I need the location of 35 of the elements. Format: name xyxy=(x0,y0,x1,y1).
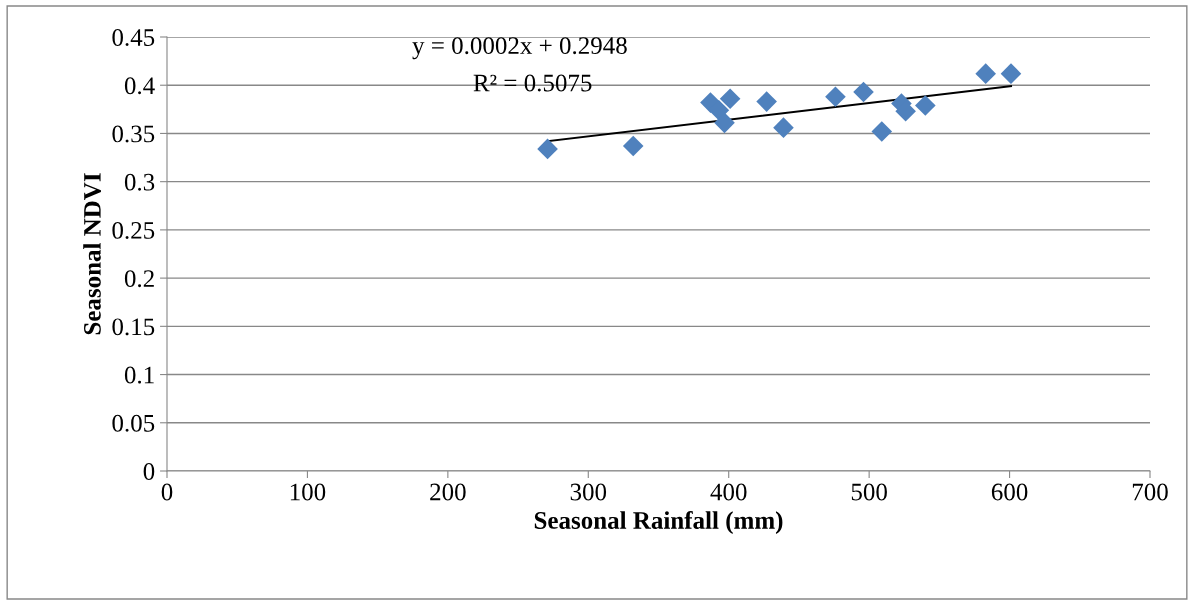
point xyxy=(719,88,741,110)
y-tick-label: 0.35 xyxy=(112,125,155,143)
x-tick-label: 700 xyxy=(1132,483,1168,501)
point xyxy=(714,112,735,134)
x-tick-label: 600 xyxy=(991,483,1028,501)
point xyxy=(975,63,996,84)
point xyxy=(756,91,777,112)
y-tick-label: 0.2 xyxy=(124,270,154,288)
x-tick-label: 300 xyxy=(570,483,607,501)
point xyxy=(1000,63,1022,84)
y-tick-label: 0.15 xyxy=(112,318,155,336)
point xyxy=(915,95,936,116)
y-tick-label: 0.45 xyxy=(112,29,155,47)
y-tick-label: 0.05 xyxy=(112,414,155,432)
x-tick-label: 0 xyxy=(161,483,173,501)
point xyxy=(708,100,730,121)
y-tick-label: 0.25 xyxy=(112,221,155,239)
point xyxy=(825,86,846,108)
x-tick-label: 100 xyxy=(290,483,326,501)
y-tick-label: 0.4 xyxy=(124,77,155,95)
annotation: y = 0.0002x + 0.2948 xyxy=(412,37,627,60)
x-tick-label: 500 xyxy=(851,483,887,501)
x-tick-label: 200 xyxy=(430,483,466,501)
annotation: R² = 0.5075 xyxy=(473,74,592,92)
point xyxy=(537,138,558,160)
x-axis-title: Seasonal Rainfall (mm) xyxy=(534,511,783,534)
y-tick-label: 0.1 xyxy=(124,366,154,384)
y-tick-label: 0.3 xyxy=(124,173,155,191)
x-tick-label: 400 xyxy=(710,483,747,501)
point xyxy=(853,81,874,103)
point xyxy=(773,117,794,138)
y-tick-label: 0 xyxy=(143,463,155,480)
point xyxy=(871,121,893,142)
point xyxy=(622,135,644,157)
y-axis-title: Seasonal NDVI xyxy=(83,173,101,335)
